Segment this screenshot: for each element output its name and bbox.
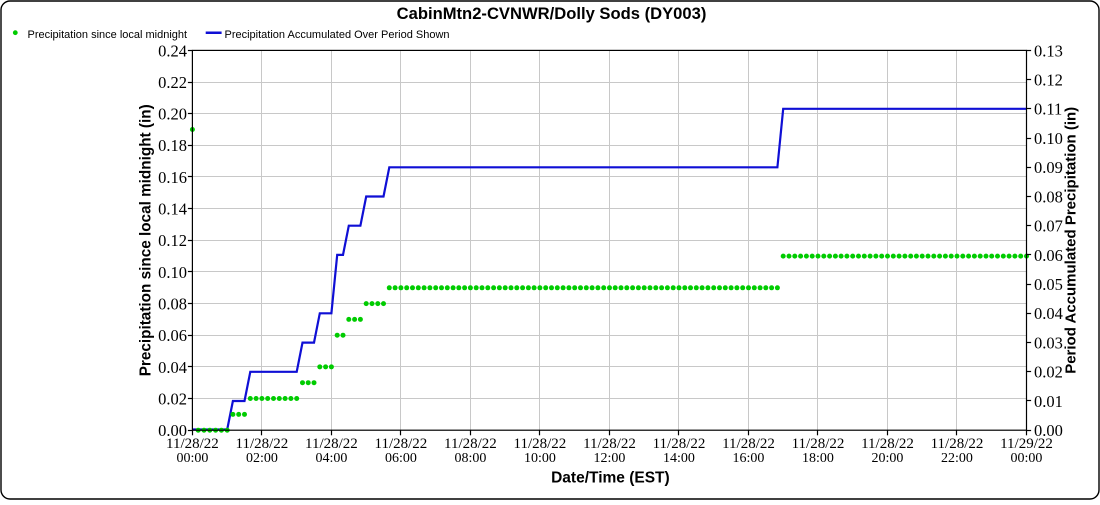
svg-text:0.24: 0.24 xyxy=(158,41,187,60)
svg-text:0.06: 0.06 xyxy=(158,326,187,345)
svg-text:0.08: 0.08 xyxy=(1034,187,1063,206)
svg-text:0.00: 0.00 xyxy=(158,421,187,440)
svg-text:18:00: 18:00 xyxy=(802,451,834,466)
svg-text:11/28/22: 11/28/22 xyxy=(861,436,914,452)
svg-text:0.04: 0.04 xyxy=(158,358,187,377)
svg-text:Period Accumulated Precipitati: Period Accumulated Precipitation (in) xyxy=(1063,107,1080,374)
svg-text:0.12: 0.12 xyxy=(158,231,187,250)
svg-text:0.09: 0.09 xyxy=(1034,158,1063,177)
svg-text:11/28/22: 11/28/22 xyxy=(236,436,289,452)
svg-text:11/28/22: 11/28/22 xyxy=(653,436,706,452)
svg-text:08:00: 08:00 xyxy=(454,451,486,466)
svg-text:Precipitation Accumulated Over: Precipitation Accumulated Over Period Sh… xyxy=(225,29,450,41)
svg-text:11/28/22: 11/28/22 xyxy=(166,436,219,452)
svg-text:0.13: 0.13 xyxy=(1034,41,1063,60)
svg-text:11/28/22: 11/28/22 xyxy=(583,436,636,452)
svg-text:11/28/22: 11/28/22 xyxy=(375,436,428,452)
svg-text:12:00: 12:00 xyxy=(594,451,626,466)
svg-text:0.10: 0.10 xyxy=(1034,129,1063,148)
svg-text:Date/Time (EST): Date/Time (EST) xyxy=(551,470,670,487)
svg-text:0.04: 0.04 xyxy=(1034,304,1063,323)
svg-text:0.06: 0.06 xyxy=(1034,246,1063,265)
svg-text:CabinMtn2-CVNWR/Dolly Sods (DY: CabinMtn2-CVNWR/Dolly Sods (DY003) xyxy=(397,4,707,23)
svg-text:0.12: 0.12 xyxy=(1034,71,1063,90)
svg-text:11/28/22: 11/28/22 xyxy=(305,436,358,452)
svg-text:0.14: 0.14 xyxy=(158,200,187,219)
svg-text:11/28/22: 11/28/22 xyxy=(444,436,497,452)
svg-text:11/28/22: 11/28/22 xyxy=(722,436,775,452)
svg-text:06:00: 06:00 xyxy=(385,451,417,466)
svg-text:22:00: 22:00 xyxy=(941,451,973,466)
svg-text:11/28/22: 11/28/22 xyxy=(931,436,984,452)
svg-text:0.07: 0.07 xyxy=(1034,217,1063,236)
svg-text:16:00: 16:00 xyxy=(733,451,765,466)
svg-text:02:00: 02:00 xyxy=(246,451,278,466)
svg-text:0.20: 0.20 xyxy=(158,105,187,124)
svg-text:11/28/22: 11/28/22 xyxy=(514,436,567,452)
svg-text:10:00: 10:00 xyxy=(524,451,556,466)
svg-text:Precipitation since local midn: Precipitation since local midnight (in) xyxy=(138,104,155,376)
svg-text:11/29/22: 11/29/22 xyxy=(1000,436,1053,452)
svg-text:0.08: 0.08 xyxy=(158,295,187,314)
svg-text:20:00: 20:00 xyxy=(872,451,904,466)
svg-text:0.03: 0.03 xyxy=(1034,334,1063,353)
svg-text:04:00: 04:00 xyxy=(315,451,347,466)
svg-text:0.10: 0.10 xyxy=(158,263,187,282)
svg-text:14:00: 14:00 xyxy=(663,451,695,466)
svg-text:0.16: 0.16 xyxy=(158,168,187,187)
svg-text:0.00: 0.00 xyxy=(1034,421,1063,440)
svg-text:0.02: 0.02 xyxy=(158,389,187,408)
svg-text:11/28/22: 11/28/22 xyxy=(792,436,845,452)
svg-text:0.02: 0.02 xyxy=(1034,363,1063,382)
svg-text:00:00: 00:00 xyxy=(176,451,208,466)
svg-text:0.05: 0.05 xyxy=(1034,275,1063,294)
svg-text:0.11: 0.11 xyxy=(1034,100,1062,119)
svg-text:00:00: 00:00 xyxy=(1011,451,1043,466)
svg-text:0.22: 0.22 xyxy=(158,73,187,92)
svg-text:0.01: 0.01 xyxy=(1034,392,1063,411)
svg-text:0.18: 0.18 xyxy=(158,136,187,155)
svg-text:Precipitation since local midn: Precipitation since local midnight xyxy=(28,29,188,41)
